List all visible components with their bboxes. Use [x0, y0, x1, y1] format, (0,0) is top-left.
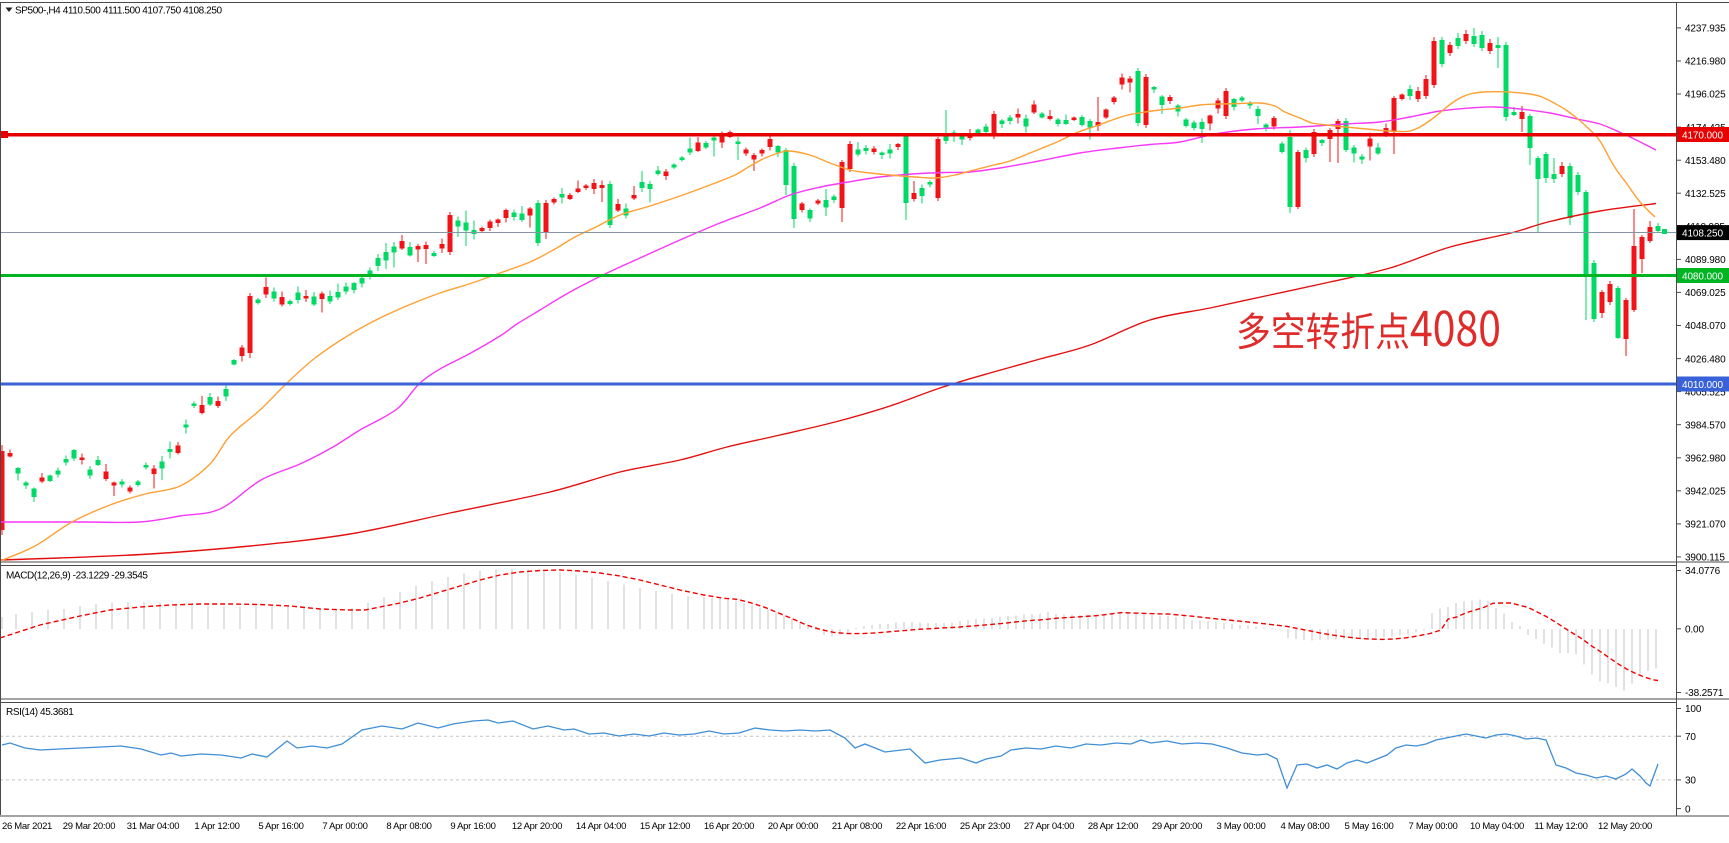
svg-text:20 Apr 00:00: 20 Apr 00:00: [768, 821, 818, 832]
svg-text:4010.000: 4010.000: [1682, 380, 1723, 391]
svg-text:30: 30: [1685, 776, 1696, 787]
svg-text:MACD(12,26,9) -23.1229 -29.354: MACD(12,26,9) -23.1229 -29.3545: [6, 571, 148, 582]
svg-text:15 Apr 12:00: 15 Apr 12:00: [640, 821, 690, 832]
svg-text:4 May 08:00: 4 May 08:00: [1281, 821, 1330, 832]
svg-text:3942.025: 3942.025: [1685, 487, 1726, 498]
svg-text:25 Apr 23:00: 25 Apr 23:00: [960, 821, 1010, 832]
svg-text:1 Apr 12:00: 1 Apr 12:00: [194, 821, 239, 832]
svg-text:70: 70: [1685, 732, 1696, 743]
svg-text:4048.070: 4048.070: [1685, 321, 1726, 332]
svg-text:29 Apr 20:00: 29 Apr 20:00: [1152, 821, 1202, 832]
svg-text:9 Apr 16:00: 9 Apr 16:00: [450, 821, 495, 832]
svg-text:10 May 04:00: 10 May 04:00: [1470, 821, 1524, 832]
svg-text:12 May 20:00: 12 May 20:00: [1598, 821, 1652, 832]
svg-text:100: 100: [1685, 704, 1702, 715]
svg-text:RSI(14) 45.3681: RSI(14) 45.3681: [6, 707, 74, 718]
svg-text:4153.480: 4153.480: [1685, 156, 1726, 167]
svg-text:26 Mar 2021: 26 Mar 2021: [2, 821, 52, 832]
svg-text:0.00: 0.00: [1685, 625, 1704, 636]
svg-text:3962.980: 3962.980: [1685, 454, 1726, 465]
svg-text:4005.525: 4005.525: [1685, 387, 1726, 398]
svg-text:34.0776: 34.0776: [1685, 566, 1721, 577]
svg-text:8 Apr 08:00: 8 Apr 08:00: [386, 821, 431, 832]
svg-text:5 Apr 16:00: 5 Apr 16:00: [258, 821, 303, 832]
svg-text:28 Apr 12:00: 28 Apr 12:00: [1088, 821, 1138, 832]
svg-text:4108.250: 4108.250: [1682, 228, 1723, 239]
svg-text:-38.2571: -38.2571: [1685, 688, 1724, 699]
svg-text:12 Apr 20:00: 12 Apr 20:00: [512, 821, 562, 832]
svg-text:4196.025: 4196.025: [1685, 90, 1726, 101]
svg-text:4237.935: 4237.935: [1685, 24, 1726, 35]
svg-text:4069.025: 4069.025: [1685, 288, 1726, 299]
svg-text:4170.000: 4170.000: [1682, 130, 1723, 141]
svg-text:0: 0: [1685, 804, 1691, 815]
svg-text:21 Apr 08:00: 21 Apr 08:00: [832, 821, 882, 832]
svg-text:SP500-,H4 4110.500 4111.500 4: SP500-,H4 4110.500 4111.500 4107.750 410…: [15, 6, 222, 17]
svg-text:7 Apr 00:00: 7 Apr 00:00: [322, 821, 367, 832]
svg-text:3 May 00:00: 3 May 00:00: [1217, 821, 1266, 832]
svg-text:16 Apr 20:00: 16 Apr 20:00: [704, 821, 754, 832]
svg-text:4132.525: 4132.525: [1685, 189, 1726, 200]
svg-text:5 May 16:00: 5 May 16:00: [1345, 821, 1394, 832]
svg-text:4026.480: 4026.480: [1685, 354, 1726, 365]
svg-text:11 May 12:00: 11 May 12:00: [1534, 821, 1587, 832]
svg-text:3921.070: 3921.070: [1685, 520, 1726, 531]
svg-text:4089.980: 4089.980: [1685, 255, 1726, 266]
svg-text:7 May 00:00: 7 May 00:00: [1409, 821, 1458, 832]
svg-text:14 Apr 04:00: 14 Apr 04:00: [576, 821, 626, 832]
svg-text:27 Apr 04:00: 27 Apr 04:00: [1024, 821, 1074, 832]
svg-text:4216.980: 4216.980: [1685, 57, 1726, 68]
svg-text:22 Apr 16:00: 22 Apr 16:00: [896, 821, 946, 832]
svg-text:29 Mar 20:00: 29 Mar 20:00: [63, 821, 115, 832]
svg-text:3900.115: 3900.115: [1685, 553, 1725, 564]
svg-text:4080.000: 4080.000: [1682, 271, 1723, 282]
svg-text:3984.570: 3984.570: [1685, 420, 1726, 431]
svg-text:31 Mar 04:00: 31 Mar 04:00: [127, 821, 179, 832]
